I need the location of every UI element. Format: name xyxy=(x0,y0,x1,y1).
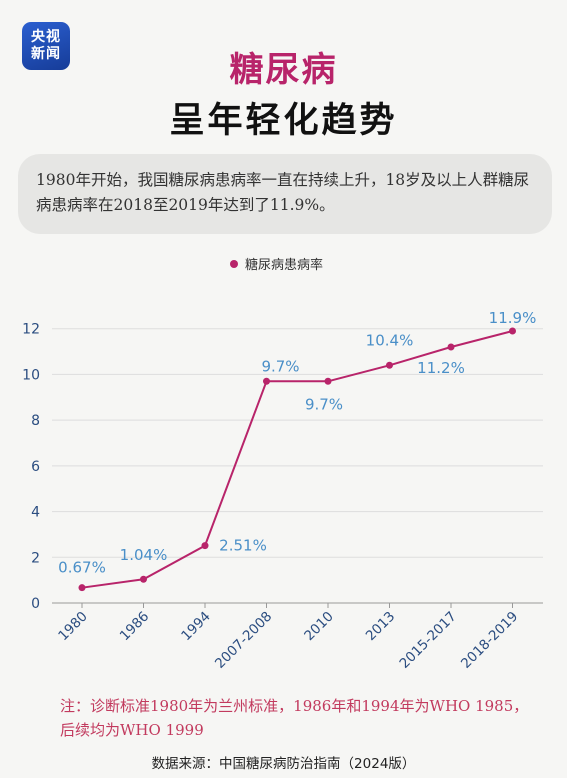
data-label: 0.67% xyxy=(58,559,106,577)
y-tick-label: 0 xyxy=(31,596,40,612)
y-tick-label: 4 xyxy=(31,505,40,521)
data-point xyxy=(78,584,86,592)
logo-line-2: 新闻 xyxy=(31,46,61,62)
data-source: 数据来源：中国糖尿病防治指南（2024版） xyxy=(151,756,416,772)
y-tick-label: 10 xyxy=(22,367,40,383)
data-point xyxy=(324,377,332,385)
data-point xyxy=(447,343,455,351)
legend-marker xyxy=(230,259,238,268)
x-tick-label: 2010 xyxy=(301,609,337,645)
data-label: 10.4% xyxy=(366,331,414,349)
x-tick-label: 1986 xyxy=(117,609,153,645)
x-tick-label: 1994 xyxy=(178,609,214,645)
x-tick-label: 2018-2019 xyxy=(458,609,521,672)
x-tick-label: 2007-2008 xyxy=(212,609,275,672)
y-tick-label: 8 xyxy=(31,413,40,429)
data-label: 1.04% xyxy=(120,546,168,564)
legend-label: 糖尿病患病率 xyxy=(245,258,324,273)
x-tick-label: 2013 xyxy=(363,609,399,645)
cctv-news-logo: 央视 新闻 xyxy=(22,22,70,70)
y-tick-label: 12 xyxy=(22,322,40,338)
series-line xyxy=(81,330,513,589)
chart-legend: 糖尿病患病率 xyxy=(230,254,323,273)
data-point xyxy=(509,327,516,335)
y-tick-label: 2 xyxy=(31,550,40,566)
footnote: 注：诊断标准1980年为兰州标准，1986年和1994年为WHO 1985，后续… xyxy=(60,697,529,739)
data-label: 9.7% xyxy=(305,395,343,413)
x-tick-label: 1980 xyxy=(55,609,91,645)
data-label: 9.7% xyxy=(261,357,299,375)
data-point xyxy=(386,361,393,369)
data-point xyxy=(201,542,209,550)
x-tick-label: 2015-2017 xyxy=(396,609,459,672)
data-point xyxy=(263,377,270,385)
summary-box: 1980年开始，我国糖尿病患病率一直在持续上升，18岁及以上人群糖尿病患病率在2… xyxy=(18,154,552,234)
data-label: 2.51% xyxy=(219,537,267,555)
data-point xyxy=(140,575,147,583)
data-label: 11.2% xyxy=(417,359,465,377)
y-tick-label: 6 xyxy=(31,459,40,475)
data-label: 11.9% xyxy=(489,309,537,327)
page-subtitle: 呈年轻化趋势 xyxy=(169,101,398,141)
summary-text: 1980年开始，我国糖尿病患病率一直在持续上升，18岁及以上人群糖尿病患病率在2… xyxy=(36,171,530,214)
logo-line-1: 央视 xyxy=(31,29,61,45)
page-title: 糖尿病 xyxy=(229,50,338,90)
